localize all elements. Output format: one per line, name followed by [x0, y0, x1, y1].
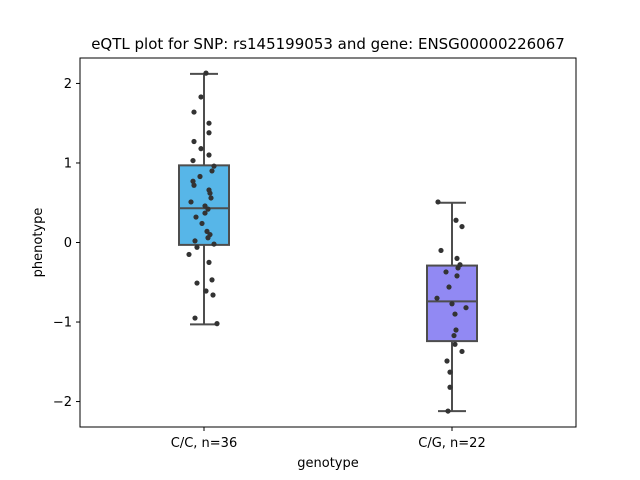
data-point [455, 265, 461, 271]
data-point [438, 247, 444, 254]
data-point [208, 195, 214, 201]
data-point [435, 199, 441, 205]
data-point [451, 332, 457, 339]
data-point [193, 214, 199, 220]
data-point [206, 152, 212, 158]
data-point [203, 288, 209, 294]
data-point [198, 146, 204, 152]
data-point [453, 327, 459, 333]
data-point [452, 341, 458, 347]
x-tick-label: C/C, n=36 [171, 436, 237, 451]
data-point [214, 321, 220, 327]
data-point [191, 138, 197, 145]
y-axis-label: phenotype [31, 208, 46, 278]
data-point [452, 311, 458, 317]
data-point [206, 130, 212, 136]
data-point [191, 109, 197, 115]
data-point [211, 241, 217, 247]
data-point [434, 295, 440, 301]
data-point [444, 358, 450, 364]
data-point [206, 259, 212, 265]
data-point [445, 408, 451, 414]
data-point [459, 223, 465, 230]
data-point [190, 178, 196, 184]
points-group-2 [434, 199, 469, 414]
data-point [454, 273, 460, 279]
data-point [206, 120, 212, 126]
data-point [191, 182, 197, 188]
points-group-1 [186, 70, 220, 327]
data-point [202, 210, 208, 216]
data-point [209, 277, 215, 283]
data-point [463, 305, 469, 311]
data-point [203, 70, 209, 76]
data-point [188, 199, 194, 205]
data-point [209, 168, 215, 174]
x-tick-label: C/G, n=22 [418, 436, 485, 451]
data-point [186, 251, 192, 258]
axes: −2 −1 0 1 2 C/C, n=36 C/G, n=22 [53, 77, 486, 451]
y-tick-label: 0 [64, 236, 72, 251]
data-point [194, 280, 200, 286]
y-tick-label: 2 [64, 77, 72, 92]
y-tick-label: −2 [53, 395, 72, 410]
chart-title: eQTL plot for SNP: rs145199053 and gene:… [91, 35, 565, 53]
data-point [207, 190, 213, 196]
y-tick-label: 1 [64, 156, 72, 171]
y-tick-label: −1 [53, 316, 72, 331]
data-point [199, 220, 205, 227]
data-point [192, 238, 198, 244]
data-point [194, 244, 200, 250]
data-point [197, 173, 203, 180]
data-point [453, 217, 459, 223]
data-point [443, 269, 449, 275]
data-point [190, 157, 196, 164]
data-point [459, 348, 465, 355]
data-point [449, 301, 455, 307]
data-point [192, 315, 198, 321]
data-point [447, 369, 453, 375]
x-axis-label: genotype [297, 456, 358, 471]
data-point [211, 163, 217, 169]
data-point [454, 255, 460, 262]
data-point [205, 235, 211, 241]
data-point [447, 384, 453, 390]
data-point [198, 94, 204, 100]
plot-area [178, 70, 478, 414]
data-point [210, 292, 216, 298]
data-point [205, 206, 211, 212]
data-point [446, 284, 452, 290]
